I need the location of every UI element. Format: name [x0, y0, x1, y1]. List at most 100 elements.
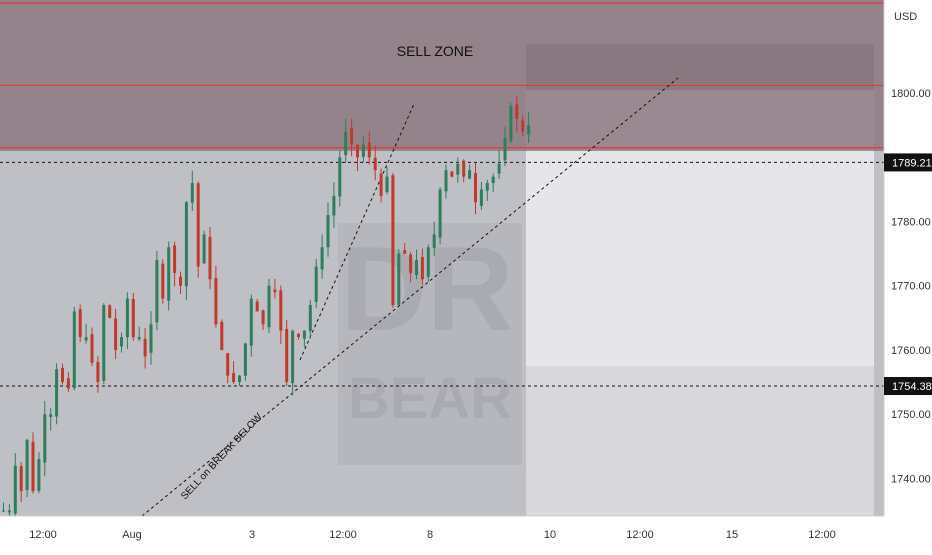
x-tick-label: 10 [544, 529, 556, 541]
candle-body [2, 510, 5, 512]
x-tick-label: 3 [249, 529, 255, 541]
currency-label: USD [894, 11, 917, 23]
candle-body [438, 189, 442, 238]
watermark-text-1: DR [340, 222, 513, 356]
candle-body [167, 247, 171, 301]
candle-body [55, 369, 59, 417]
candle-body [285, 329, 289, 383]
y-tick-label: 1750.00 [891, 409, 931, 421]
price-axis-background [884, 0, 932, 550]
candle-body [208, 237, 212, 280]
candle-body [49, 414, 53, 418]
candle-body [420, 256, 424, 280]
price-tag-1 [884, 153, 932, 172]
candle-body [279, 290, 283, 331]
price-tag-text-2: 1754.38 [892, 381, 932, 393]
candle-body [102, 305, 106, 381]
candle-body [114, 318, 118, 350]
candle-body [137, 337, 141, 340]
candle-body [90, 334, 94, 363]
candle-body [7, 510, 11, 513]
candle-body [43, 414, 47, 463]
candle-body [497, 163, 501, 174]
x-tick-label: 12:00 [808, 529, 836, 541]
candle-body [184, 202, 188, 287]
candle-body [432, 234, 436, 248]
candle-body [308, 305, 312, 332]
candle-body [444, 170, 448, 192]
candle-body [332, 195, 336, 216]
candle-body [527, 125, 531, 135]
candle-body [19, 466, 23, 492]
candle-body [13, 465, 17, 514]
y-tick-label: 1780.00 [891, 217, 931, 229]
candle-body [96, 361, 100, 383]
candle-body [515, 104, 519, 119]
candle-body [415, 260, 418, 275]
candle-body [267, 285, 271, 328]
candle-body [450, 171, 454, 177]
candle-body [521, 120, 525, 132]
candle-body [291, 330, 295, 384]
candle-body [456, 163, 460, 175]
candle-body [220, 321, 224, 350]
candle-body [379, 173, 383, 196]
candle-body [255, 301, 259, 312]
candle-body [173, 245, 177, 273]
time-axis-background [0, 516, 932, 550]
price-tag-text-1: 1789.21 [892, 157, 932, 169]
candle-body [338, 157, 342, 197]
candle-body [78, 309, 82, 338]
candle-body [226, 353, 230, 376]
y-tick-label: 1760.00 [891, 345, 931, 357]
candle-body [31, 441, 35, 492]
y-tick-label: 1740.00 [891, 473, 931, 485]
watermark-panel [338, 223, 522, 465]
candle-body [409, 254, 413, 273]
candle-body [509, 105, 513, 142]
candle-body [479, 189, 483, 206]
candle-body [161, 263, 165, 299]
sell-zone-area [0, 0, 884, 151]
price-tag-2 [884, 377, 932, 396]
candle-body [108, 305, 112, 318]
x-tick-label: 12:00 [626, 529, 654, 541]
candle-body [344, 131, 348, 156]
sell-zone-label: SELL ZONE [397, 43, 474, 59]
candle-body [25, 439, 29, 490]
candle-body [462, 160, 466, 177]
candle-body [350, 127, 354, 145]
candle-body [238, 375, 241, 383]
candle-body [391, 175, 395, 306]
candle-body [190, 183, 194, 203]
y-tick-label: 1800.00 [891, 88, 931, 100]
candle-body [61, 367, 64, 383]
candle-body [179, 276, 182, 286]
candle-body [125, 298, 129, 338]
candle-body [468, 170, 472, 179]
candle-body [72, 311, 76, 389]
x-tick-label: 8 [427, 529, 433, 541]
candle-body [320, 247, 324, 270]
candle-body [37, 459, 41, 491]
candle-body [249, 298, 253, 346]
candle-body [373, 157, 377, 171]
sell-zone-overlap [526, 44, 874, 90]
candle-body [485, 183, 489, 191]
candle-body [367, 142, 371, 158]
candle-body [149, 324, 153, 353]
x-tick-label: Aug [122, 529, 142, 541]
candle-body [155, 260, 159, 323]
candle-body [120, 337, 123, 347]
candle-body [66, 378, 70, 389]
candle-body [403, 250, 407, 254]
main-trendline [141, 77, 679, 517]
candle-body [196, 183, 200, 267]
candle-body [84, 337, 88, 341]
candle-body [326, 215, 330, 248]
candle-body [143, 338, 147, 357]
candle-body [131, 298, 135, 338]
candle-body [356, 144, 359, 158]
